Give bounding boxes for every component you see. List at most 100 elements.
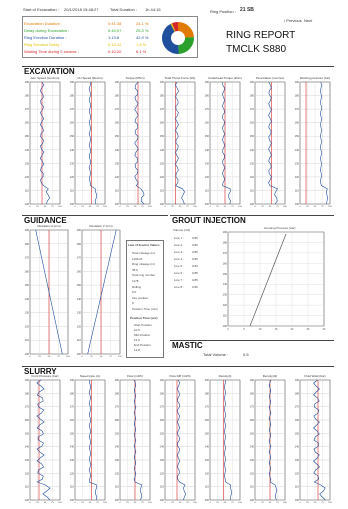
tick-label: 170 <box>70 405 75 409</box>
grout-line-label: Line 4 : <box>174 257 184 261</box>
axis-tick: 0 <box>164 206 166 208</box>
tick-label: 140 <box>205 148 210 152</box>
axis-tick: 100 <box>193 502 197 504</box>
tick-label: 130 <box>25 311 30 315</box>
tick-label: 140 <box>115 148 120 152</box>
strip-chart: Adv. Speed (mm/min)190 180 170 160 150 140 130… <box>25 76 63 208</box>
strip-chart: Front Pressure (bar)190 180 170 160 150 140 13… <box>25 374 63 504</box>
tick-label: 120 <box>70 175 75 179</box>
axis-tick: 25 <box>216 502 219 504</box>
axis-tick: 0 <box>227 328 229 331</box>
tick-label: 120 <box>295 471 300 475</box>
data-trace <box>88 379 98 501</box>
tick-label: 170 <box>160 107 165 111</box>
ring-info-item: Start Position <box>134 323 152 327</box>
axis-tick: 15 <box>275 328 278 331</box>
axis-tick: 100 <box>238 502 242 504</box>
previous-link[interactable]: / Previous <box>284 18 302 23</box>
slurry-rule <box>22 366 334 367</box>
chart-title: CH Speed (Rev/m) <box>77 76 102 80</box>
axis-tick: 0 <box>119 206 121 208</box>
duration-label: Excavation Duration : <box>24 21 63 26</box>
axis-tick: 25 <box>261 502 264 504</box>
ring-info-line: Total ring number <box>132 273 156 278</box>
mastic-total-label: Total Volume : <box>203 352 229 357</box>
tick-label: 130 <box>25 458 30 462</box>
tick-label: 120 <box>223 303 228 307</box>
tick-label: 110 <box>160 485 165 489</box>
tick-label: 110 <box>250 485 255 489</box>
tick-label: 110 <box>70 188 75 192</box>
guidance-heading: GUIDANCE <box>24 216 67 225</box>
chart-title: Fluid Weld (bar) <box>304 374 325 378</box>
tick-label: 100 <box>25 352 30 356</box>
ring-info-item: Mid Position <box>134 333 151 337</box>
axis-tick: 25 <box>126 502 129 504</box>
chart-title: Deviation V (mm) <box>89 224 112 228</box>
tick-label: 170 <box>250 107 255 111</box>
excavation-charts: Adv. Speed (mm/min)190180170160150140130… <box>25 76 333 208</box>
report-title: RING REPORT <box>226 30 296 41</box>
axis-tick: 50 <box>89 206 92 208</box>
mastic-heading: MASTIC <box>172 341 203 350</box>
axis-tick: 0 <box>209 206 211 208</box>
axis-tick: 25 <box>306 206 309 208</box>
tick-label: 110 <box>115 188 120 192</box>
axis-tick: 75 <box>51 206 54 208</box>
chart-title: Working pressure (bar) <box>300 76 331 80</box>
tick-label: 180 <box>160 94 165 98</box>
ring-info-box <box>126 240 164 358</box>
tick-label: 190 <box>205 378 210 382</box>
tick-label: 100 <box>160 202 165 206</box>
strip-chart: CH Speed (Rev/m)190 180 170 160 150 140 130 120… <box>70 76 108 208</box>
next-link[interactable]: Next <box>304 18 313 23</box>
strip-chart: Fluid Weld (bar) 190 180 170 160 150 140 130 120… <box>295 374 333 504</box>
tick-label: 150 <box>160 431 165 435</box>
tick-label: 120 <box>205 175 210 179</box>
tick-label: 100 <box>25 202 30 206</box>
tick-label: 170 <box>295 107 300 111</box>
strip-chart: Deviation H (mm) 190 180 170 160 150 140 130 120… <box>25 224 71 358</box>
tick-label: 130 <box>223 293 228 297</box>
duration-percent: 42.9 % <box>136 35 149 40</box>
data-trace <box>224 380 232 501</box>
tick-label: 110 <box>205 485 210 489</box>
data-trace <box>88 81 98 205</box>
axis-tick: 20 <box>291 328 294 331</box>
grout-line-label: Line 6 : <box>174 271 184 275</box>
axis-tick: 100 <box>103 206 107 208</box>
tick-label: 180 <box>115 94 120 98</box>
tick-label: 180 <box>205 391 210 395</box>
duration-value: 0:41:38 <box>108 21 122 26</box>
data-trace <box>320 81 328 205</box>
chart-title: Torque (MNm) <box>125 76 144 80</box>
tick-label: 110 <box>25 338 30 342</box>
tick-label: 120 <box>250 175 255 179</box>
axis-tick: 50 <box>314 502 317 504</box>
ring-info-line: Total mileage (m) <box>132 251 156 255</box>
axis-tick: 75 <box>186 502 189 504</box>
ring-position-value: 21 SB <box>240 7 254 13</box>
ring-info-item: End Position <box>134 343 151 347</box>
ring-info-line: 1199.21 <box>132 256 143 261</box>
grout-line-label: Line 1 : <box>174 236 184 240</box>
ring-info-line: 0 <box>132 301 134 306</box>
tick-label: 100 <box>160 498 165 502</box>
grout-line-value: 0.86 <box>192 257 198 261</box>
axis-tick: 75 <box>96 502 99 504</box>
ring-info-title: Last of Erector Values <box>128 243 160 247</box>
tick-label: 150 <box>77 283 82 287</box>
strip-chart: Torque (MNm) 190 180 170 160 150 140 130 120 110 1… <box>115 76 153 208</box>
tick-label: 110 <box>115 485 120 489</box>
excavation-rule <box>22 66 334 67</box>
tick-label: 100 <box>250 498 255 502</box>
tick-label: 180 <box>205 94 210 98</box>
tick-label: 170 <box>115 405 120 409</box>
tick-label: 100 <box>223 324 228 328</box>
axis-tick: 50 <box>179 206 182 208</box>
axis-tick: 0 <box>254 206 256 208</box>
tick-label: 160 <box>295 121 300 125</box>
axis-tick: 50 <box>134 206 137 208</box>
tick-label: 140 <box>160 445 165 449</box>
tick-label: 100 <box>25 498 30 502</box>
